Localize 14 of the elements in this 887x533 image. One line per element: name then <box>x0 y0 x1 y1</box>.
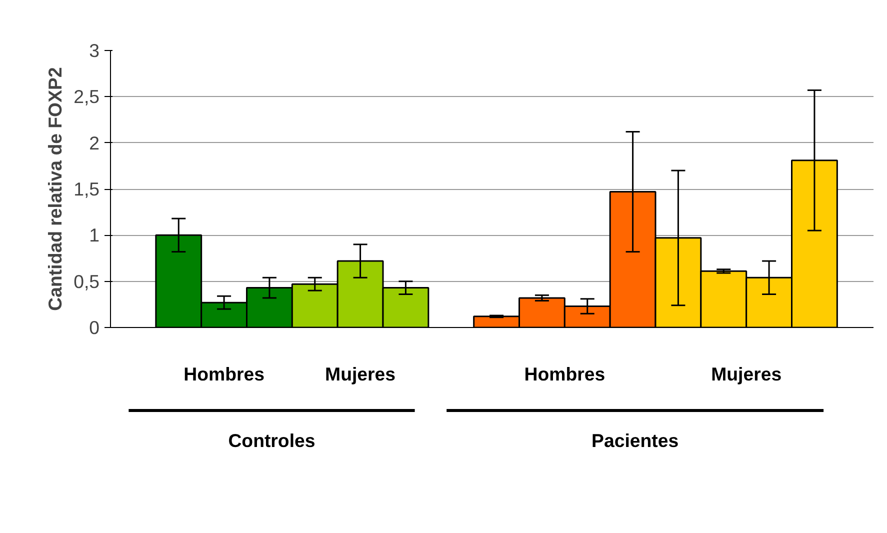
text: Controles <box>228 430 316 451</box>
text: Hombres <box>524 364 606 385</box>
y-tick-label: 1,5 <box>74 178 100 200</box>
text: Pacientes <box>592 430 679 451</box>
text: Hombres <box>184 364 264 385</box>
y-tick-label: 2 <box>89 132 100 154</box>
y-tick-label: 3 <box>89 40 100 61</box>
y-tick-label: 1 <box>89 224 100 246</box>
y-tick-label: 2,5 <box>74 86 100 108</box>
text: Mujeres <box>325 364 396 385</box>
y-tick-label: 0,5 <box>74 270 100 292</box>
y-tick-label: 0 <box>89 317 100 338</box>
text: Mujeres <box>711 364 782 385</box>
y-axis-title: Cantidad relativa de FOXP2 <box>44 67 66 311</box>
